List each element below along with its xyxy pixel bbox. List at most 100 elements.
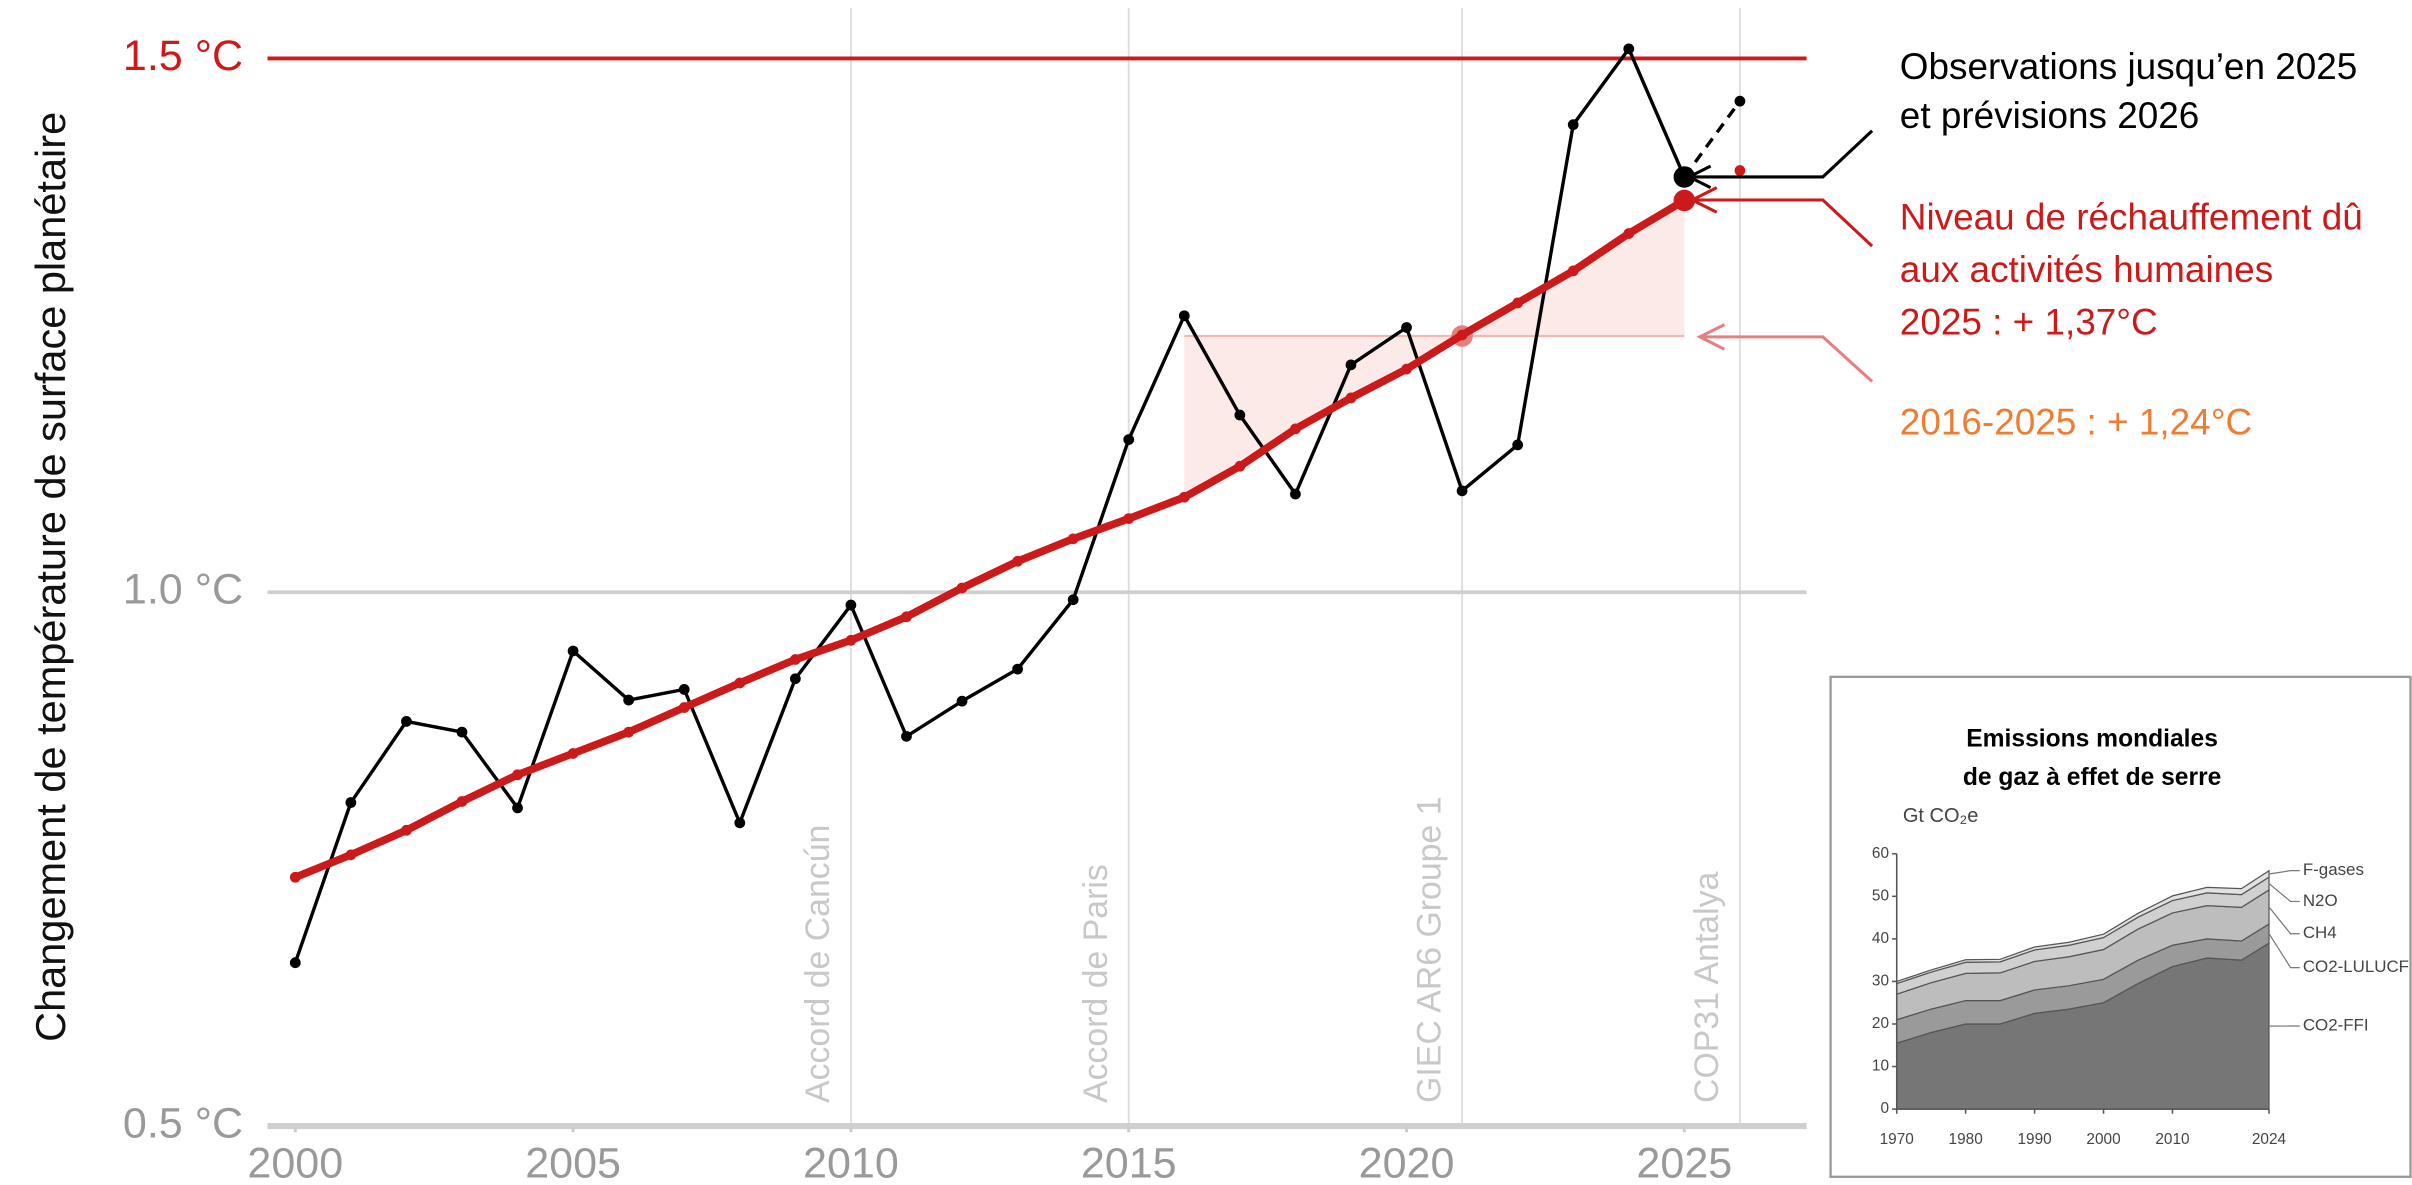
- data-point: [345, 797, 357, 808]
- data-point: [1012, 663, 1023, 675]
- series-label: CO2-FFI: [2303, 1016, 2369, 1035]
- event-label: COP31 Antalya: [1688, 871, 1726, 1102]
- data-point: [1290, 488, 1301, 500]
- data-point: [401, 716, 412, 727]
- leader-line: [2268, 906, 2300, 935]
- data-point: [1623, 43, 1635, 55]
- data-point: [845, 599, 857, 611]
- data-point: [1456, 485, 1468, 497]
- y-axis-label: Changement de température de surface pla…: [27, 112, 74, 1042]
- series-label: CO2-LULUCF: [2303, 957, 2409, 976]
- data-point: [1567, 265, 1579, 277]
- series-label: F-gases: [2303, 860, 2364, 879]
- series-label: CH4: [2303, 923, 2337, 942]
- inset-title: Emissions mondiales: [1966, 725, 2218, 752]
- leader-line: [2268, 883, 2300, 903]
- x-tick-label: 2000: [247, 1139, 343, 1185]
- series-line: [293, 197, 1687, 881]
- x-tick-label: 2024: [2252, 1131, 2287, 1148]
- leader-line: [2268, 933, 2300, 969]
- x-tick-label: 2020: [1359, 1139, 1455, 1185]
- data-point: [1234, 409, 1246, 421]
- y-tick-label: 0: [1880, 1100, 1889, 1117]
- y-tick-label: 40: [1872, 930, 1889, 947]
- data-point: [289, 957, 301, 969]
- data-point: [845, 634, 857, 646]
- x-tick-label: 2015: [1081, 1139, 1177, 1185]
- data-point: [1456, 329, 1468, 341]
- data-point: [401, 824, 412, 836]
- x-tick-label: 2000: [2086, 1131, 2120, 1148]
- data-point: [734, 677, 746, 689]
- annotation-arrows: [1685, 129, 1874, 383]
- scene: Changement de température de surface pla…: [27, 7, 2412, 1185]
- y-tick-label: 10: [1872, 1058, 1889, 1075]
- x-tick-label: 2005: [525, 1139, 621, 1185]
- data-point: [1623, 228, 1635, 239]
- data-point: [567, 645, 579, 657]
- arrow: [1685, 129, 1874, 190]
- data-point: [1178, 491, 1190, 503]
- y-tick-label: 1.0 °C: [123, 566, 243, 614]
- data-point: [1012, 555, 1023, 567]
- data-point: [1067, 594, 1079, 606]
- event-label: Accord de Cancún: [799, 825, 837, 1103]
- event-label: GIEC AR6 Groupe 1: [1410, 796, 1448, 1102]
- annotation: 2016-2025 : + 1,24°C: [1900, 401, 2252, 442]
- data-point: [678, 702, 690, 713]
- x-tick-label: 2010: [2155, 1131, 2189, 1148]
- data-point: [901, 611, 912, 623]
- data-point: [1673, 189, 1696, 212]
- arrow: [1688, 186, 1874, 248]
- data-point: [1123, 513, 1135, 524]
- y-tick-label: 30: [1872, 972, 1889, 989]
- x-tick-label: 2025: [1636, 1139, 1732, 1185]
- event-label: Accord de Paris: [1077, 864, 1115, 1103]
- data-point: [956, 695, 968, 707]
- data-point: [734, 817, 746, 829]
- data-point: [623, 694, 635, 706]
- data-point: [1567, 119, 1579, 131]
- series-label: N2O: [2303, 891, 2338, 910]
- data-point: [901, 730, 912, 742]
- data-point: [1178, 310, 1190, 322]
- data-point: [623, 726, 635, 738]
- x-tick-label: 1980: [1949, 1131, 1983, 1148]
- data-point: [1401, 363, 1412, 375]
- data-point: [789, 654, 801, 665]
- forecast-line: [1682, 100, 1742, 178]
- y-tick-label: 1.5 °C: [123, 32, 243, 80]
- stack-area: [1896, 869, 2270, 985]
- data-point: [1673, 166, 1696, 188]
- y-tick-label: 0.5 °C: [123, 1099, 243, 1147]
- inset-title: de gaz à effet de serre: [1963, 764, 2222, 791]
- annotation: et prévisions 2026: [1900, 95, 2200, 136]
- data-point: [1512, 439, 1524, 451]
- data-point: [456, 726, 468, 738]
- data-point: [956, 582, 968, 594]
- data-point: [1734, 95, 1746, 107]
- y-tick-label: 60: [1872, 845, 1889, 862]
- data-point: [1345, 359, 1357, 371]
- data-point: [345, 849, 357, 861]
- data-point: [289, 871, 301, 883]
- leader-line: [2268, 870, 2300, 875]
- y-tick-label: 20: [1872, 1015, 1889, 1032]
- data-point: [1345, 392, 1357, 404]
- annotation: Niveau de réchauffement dû: [1900, 197, 2363, 238]
- inset-unit: Gt CO₂e: [1903, 805, 1979, 827]
- annotation: 2025 : + 1,37°C: [1900, 301, 2158, 342]
- annotation: Observations jusqu’en 2025: [1900, 46, 2358, 87]
- data-point: [1512, 297, 1524, 309]
- data-point: [678, 684, 690, 695]
- data-point: [512, 802, 523, 814]
- y-tick-label: 50: [1872, 887, 1889, 904]
- x-tick-label: 1990: [2017, 1131, 2051, 1148]
- data-point: [512, 769, 523, 781]
- data-point: [567, 748, 579, 759]
- data-point: [1290, 423, 1301, 435]
- data-point: [1067, 533, 1079, 545]
- data-point: [1401, 322, 1412, 333]
- x-tick-label: 1970: [1880, 1131, 1914, 1148]
